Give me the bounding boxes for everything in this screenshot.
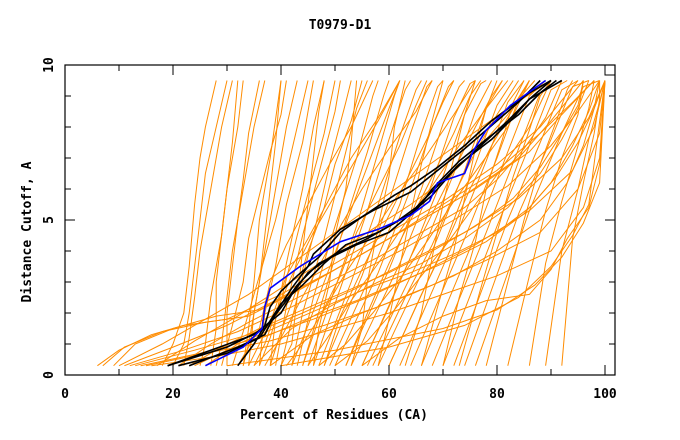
model-line-51	[285, 80, 476, 366]
model-line-19	[345, 80, 465, 366]
model-line-89	[361, 80, 606, 367]
model-line-77	[312, 80, 358, 366]
x-axis-ticks: 0 20 40 60 80 100	[61, 65, 617, 402]
model-line-75	[242, 80, 282, 366]
model-line-70	[205, 80, 606, 367]
model-line-87	[545, 80, 606, 366]
model-line-40	[226, 80, 606, 367]
model-line-36	[135, 80, 606, 367]
model-line-76	[280, 80, 325, 366]
x-tick-label: 80	[489, 387, 505, 402]
model-line-85	[507, 80, 584, 366]
model-line-9	[280, 80, 352, 366]
model-line-48	[199, 80, 244, 366]
x-tick-label: 0	[61, 387, 69, 402]
chart-title: T0979-D1	[309, 18, 372, 33]
reference-model-lines	[167, 79, 563, 367]
corner-box	[604, 64, 616, 76]
model-line-66	[372, 80, 520, 366]
model-line-7	[269, 80, 325, 366]
model-line-59	[231, 80, 309, 366]
ref-2-line	[188, 79, 541, 367]
model-line-82	[442, 80, 525, 366]
model-line-80	[404, 80, 476, 366]
model-line-49	[253, 80, 401, 366]
model-line-35	[129, 80, 601, 367]
model-line-8	[275, 80, 341, 366]
model-line-69	[269, 80, 601, 367]
model-line-5	[248, 80, 298, 366]
model-line-45	[172, 80, 228, 366]
highlighted-model-line	[205, 79, 547, 367]
model-line-52	[307, 80, 509, 366]
model-line-41	[280, 80, 606, 367]
y-axis-ticks: 0 5 10	[42, 57, 615, 379]
model-line-46	[183, 80, 233, 366]
model-line-30	[453, 80, 579, 366]
background-model-lines	[97, 80, 606, 367]
model-line-88	[561, 80, 601, 366]
model-line-71	[194, 80, 601, 367]
model-line-86	[528, 80, 595, 366]
model-line-34	[124, 80, 595, 367]
model-line-64	[345, 80, 482, 366]
model-line-27	[420, 80, 546, 366]
y-tick-label: 10	[42, 57, 57, 73]
model-line-22	[366, 80, 493, 366]
x-tick-label: 100	[593, 387, 617, 402]
x-tick-label: 20	[165, 387, 181, 402]
model-line-73	[178, 80, 563, 367]
model-line-17	[329, 80, 444, 366]
x-tick-label: 40	[273, 387, 289, 402]
y-tick-label: 0	[42, 371, 57, 379]
model-line-57	[258, 80, 336, 366]
model-line-12	[302, 80, 390, 366]
model-line-63	[323, 80, 455, 366]
model-line-3	[215, 80, 266, 366]
model-line-81	[420, 80, 498, 366]
model-line-83	[458, 80, 552, 366]
model-line-14	[312, 80, 412, 366]
model-line-20	[350, 80, 476, 366]
model-line-67	[388, 80, 530, 366]
model-line-55	[318, 80, 530, 367]
model-line-18	[334, 80, 455, 366]
model-line-72	[188, 80, 584, 367]
model-line-39	[151, 80, 606, 367]
y-axis-label: Distance Cutoff, A	[20, 161, 35, 302]
model-line-16	[323, 80, 433, 366]
highlight-line	[205, 79, 547, 367]
model-line-78	[350, 80, 406, 366]
x-tick-label: 60	[381, 387, 397, 402]
model-line-74	[156, 80, 530, 367]
model-line-6	[258, 80, 314, 366]
model-line-84	[485, 80, 574, 366]
model-line-53	[237, 80, 374, 366]
ref-5-line	[178, 79, 557, 367]
model-line-15	[318, 80, 422, 366]
x-axis-label: Percent of Residues (CA)	[240, 408, 428, 423]
model-line-47	[161, 80, 217, 366]
model-line-44	[113, 80, 595, 367]
y-tick-label: 5	[42, 216, 57, 224]
model-line-68	[253, 80, 590, 367]
ref-3-line	[237, 79, 552, 367]
model-line-23	[377, 80, 503, 366]
model-line-31	[464, 80, 589, 366]
model-line-54	[248, 80, 401, 366]
